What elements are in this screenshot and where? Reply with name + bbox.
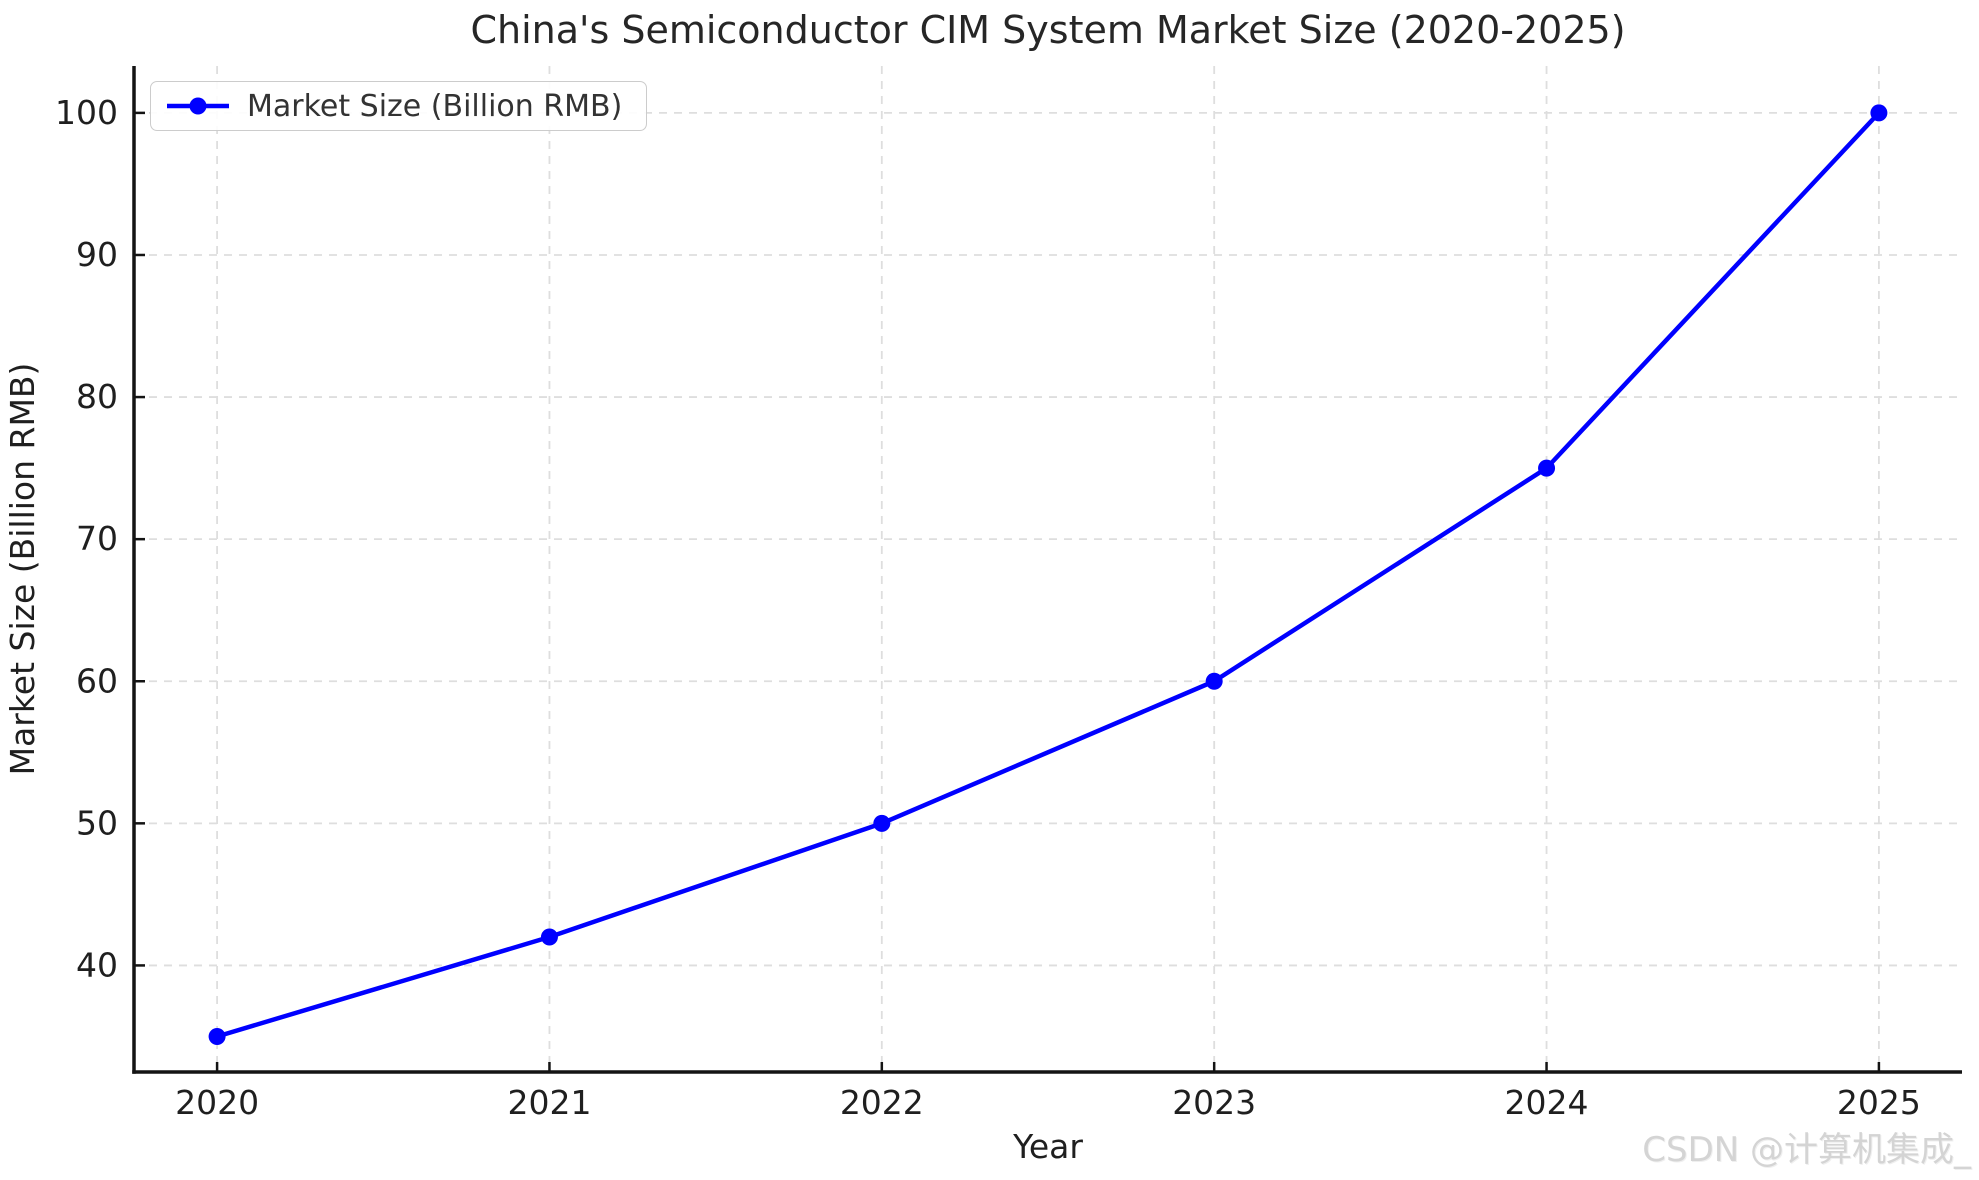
- y-tick-label: 70: [76, 519, 118, 558]
- x-tick-label: 2022: [840, 1083, 924, 1122]
- legend-line-marker-icon: [167, 97, 229, 115]
- y-tick-label: 60: [76, 661, 118, 700]
- x-axis-label: Year: [1012, 1127, 1083, 1166]
- y-tick-label: 80: [76, 377, 118, 416]
- axis-layer: 2020 2021 2022 2023 2024 2025 40 50 60 70 80 90 100: [55, 66, 1962, 1122]
- chart-title: China's Semiconductor CIM System Market …: [470, 8, 1626, 52]
- legend-entry-label: Market Size (Billion RMB): [247, 88, 623, 124]
- x-tick-label: 2025: [1837, 1083, 1921, 1122]
- y-axis-label: Market Size (Billion RMB): [3, 363, 42, 776]
- data-point: [873, 814, 891, 832]
- data-point: [540, 928, 558, 946]
- data-point: [1538, 459, 1556, 477]
- x-tick-label: 2021: [507, 1083, 591, 1122]
- y-tick-label: 50: [76, 803, 118, 842]
- watermark: CSDN @计算机集成_: [1642, 1130, 1971, 1170]
- x-tick-label: 2024: [1505, 1083, 1589, 1122]
- legend: Market Size (Billion RMB): [150, 81, 648, 131]
- y-tick-label: 90: [76, 235, 118, 274]
- x-tick-label: 2020: [175, 1083, 259, 1122]
- y-tick-label: 40: [76, 945, 118, 984]
- series-layer: [208, 104, 1888, 1045]
- series-line: [214, 110, 1882, 1039]
- data-point: [1870, 104, 1888, 122]
- grid-layer: [134, 66, 1962, 1072]
- data-point: [1205, 672, 1223, 690]
- y-tick-label: 100: [55, 93, 118, 132]
- x-tick-label: 2023: [1172, 1083, 1256, 1122]
- data-point: [208, 1027, 226, 1045]
